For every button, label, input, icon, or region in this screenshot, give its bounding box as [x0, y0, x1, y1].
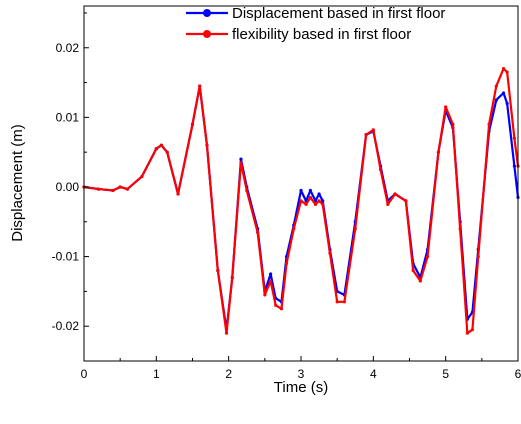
series-1-point — [494, 98, 498, 102]
series-2-point — [425, 254, 430, 259]
series-2-point — [299, 199, 303, 203]
x-tick-label: 5 — [442, 367, 449, 381]
legend-entry-2: flexibility based in first floor — [186, 26, 411, 43]
series-2-point — [308, 195, 312, 200]
series-2-point — [501, 67, 506, 71]
series-2-point — [328, 251, 332, 255]
series-2-point — [263, 293, 267, 297]
x-axis-label: Time (s) — [274, 379, 328, 396]
legend-swatch-marker — [203, 30, 211, 38]
series-2-point — [404, 199, 408, 203]
series-2-point — [393, 192, 397, 196]
series-2-point — [176, 192, 180, 196]
series-2-point — [494, 84, 498, 88]
x-tick-label: 1 — [153, 367, 160, 381]
series-2 — [82, 67, 520, 335]
series-2-point — [279, 307, 284, 311]
series-1-point — [269, 272, 273, 276]
series-2-point — [458, 227, 462, 231]
series-2-point — [205, 143, 209, 147]
series-2-point — [418, 279, 422, 283]
series-2-point — [386, 202, 390, 206]
x-tick-label: 2 — [225, 367, 232, 381]
series-1-point — [299, 188, 303, 193]
series-2-point — [353, 227, 357, 231]
series-2-point — [245, 188, 249, 193]
series-2-point — [378, 167, 383, 172]
series-2-point — [364, 133, 368, 137]
series-2-point — [436, 150, 441, 154]
x-tick-label: 0 — [81, 367, 88, 381]
series-2-point — [284, 261, 289, 266]
y-tick-label: 0.01 — [56, 110, 80, 124]
series-2-point — [154, 147, 158, 151]
series-2-point — [371, 128, 375, 132]
legend-swatch-marker — [203, 9, 211, 17]
series-2-point — [96, 187, 101, 191]
series-2-point — [159, 143, 163, 147]
x-tick-label: 4 — [370, 367, 377, 381]
series-2-point — [444, 105, 448, 109]
y-axis-ticks: -0.02 -0.01 0.00 0.01 0.02 — [52, 12, 89, 362]
series-2-point — [342, 300, 346, 304]
series-2-point — [274, 303, 278, 307]
y-tick-label: 0.02 — [56, 41, 80, 55]
series-2-point — [111, 188, 115, 193]
series-2-point — [125, 187, 129, 191]
series-2-point — [292, 227, 296, 231]
series-2-point — [313, 202, 318, 206]
series-1-point — [308, 188, 312, 193]
series-2-point — [239, 161, 243, 165]
series-2-point — [317, 199, 321, 203]
series-2-point — [256, 230, 260, 234]
series-1-point — [239, 157, 243, 161]
series-2-point — [198, 84, 202, 88]
series-2-point — [487, 122, 491, 126]
y-axis-label: Displacement (m) — [9, 124, 26, 242]
series-2-point — [230, 275, 234, 280]
series-2-point — [476, 254, 480, 259]
legend: Displacement based in first floor flexibi… — [186, 5, 445, 43]
series-layer — [82, 67, 520, 335]
x-tick-label: 3 — [298, 367, 305, 381]
series-2-point — [118, 185, 122, 189]
series-2-point — [465, 331, 469, 335]
series-1-point — [317, 192, 321, 196]
series-2-point — [451, 122, 455, 126]
series-1-point — [512, 164, 516, 168]
x-tick-label: 6 — [515, 367, 521, 381]
series-2-point — [304, 202, 308, 206]
series-2-point — [140, 174, 144, 179]
series-2-point — [224, 331, 229, 335]
series-1-point — [505, 101, 509, 106]
series-2-point — [505, 70, 509, 74]
series-2-point — [165, 150, 169, 154]
series-1-point — [321, 199, 325, 203]
legend-entry-1: Displacement based in first floor — [186, 5, 445, 22]
series-2-point — [216, 268, 220, 273]
series-2-point — [411, 268, 415, 273]
x-axis-ticks: 0 1 2 3 4 5 6 — [81, 356, 521, 381]
series-2-point — [470, 328, 475, 332]
legend-label: flexibility based in first floor — [232, 26, 411, 43]
y-tick-label: -0.02 — [52, 319, 80, 333]
y-tick-label: 0.00 — [56, 180, 80, 194]
series-2-point — [269, 279, 273, 283]
series-1-point — [501, 91, 506, 95]
y-tick-label: -0.01 — [52, 250, 80, 264]
series-2-point — [321, 202, 325, 206]
series-2-point — [335, 300, 339, 304]
series-2-point — [190, 122, 195, 126]
series-2-point — [512, 136, 516, 140]
legend-label: Displacement based in first floor — [232, 5, 445, 22]
